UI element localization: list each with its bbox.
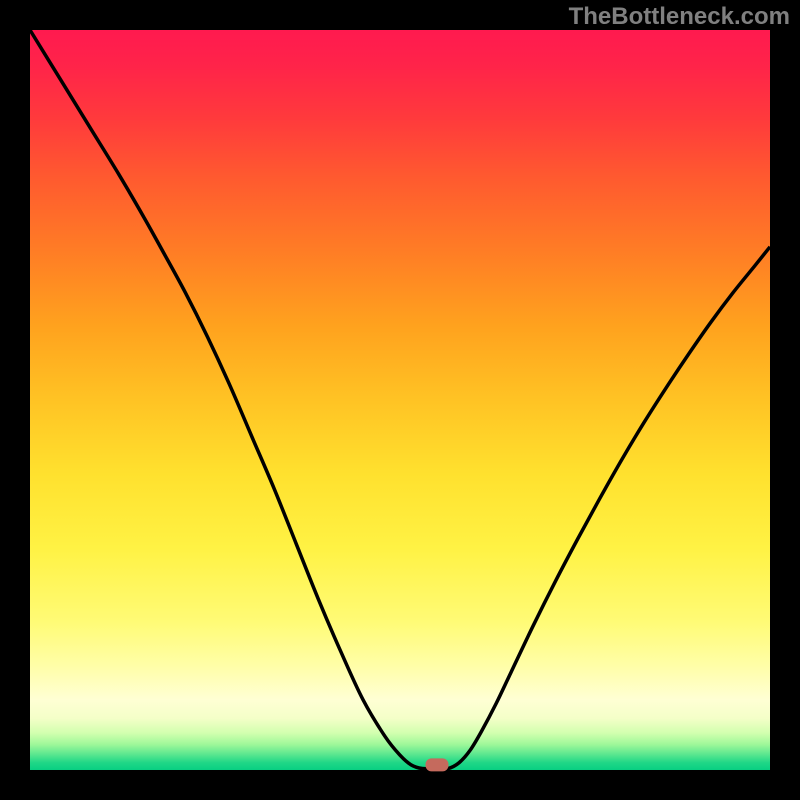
- optimum-marker: [426, 758, 449, 771]
- bottleneck-chart: TheBottleneck.com: [0, 0, 800, 800]
- watermark-label: TheBottleneck.com: [569, 3, 790, 30]
